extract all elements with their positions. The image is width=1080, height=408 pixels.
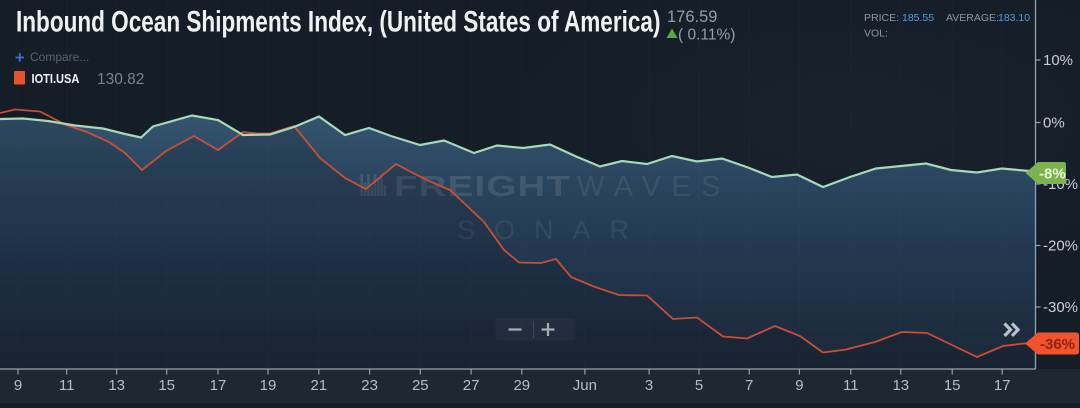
svg-text:Compare...: Compare... bbox=[30, 50, 89, 64]
svg-text:Inbound Ocean Shipments Index,: Inbound Ocean Shipments Index, (United S… bbox=[16, 5, 660, 39]
svg-text:21: 21 bbox=[310, 377, 327, 394]
svg-text:FREIGHT: FREIGHT bbox=[394, 170, 571, 202]
svg-text:PRICE:: PRICE: bbox=[864, 12, 899, 24]
svg-text:176.59: 176.59 bbox=[667, 8, 717, 26]
svg-text:Jun: Jun bbox=[573, 377, 597, 394]
svg-text:VOL:: VOL: bbox=[864, 28, 888, 40]
svg-text:-30%: -30% bbox=[1043, 299, 1078, 316]
svg-text:7: 7 bbox=[745, 377, 753, 394]
svg-text:19: 19 bbox=[260, 377, 277, 394]
svg-text:23: 23 bbox=[361, 377, 378, 394]
svg-text:17: 17 bbox=[994, 377, 1011, 394]
svg-text:11: 11 bbox=[59, 377, 75, 394]
svg-text:WAVES: WAVES bbox=[577, 171, 731, 203]
svg-text:183.10: 183.10 bbox=[998, 12, 1030, 24]
svg-text:17: 17 bbox=[210, 377, 227, 394]
svg-text:3: 3 bbox=[645, 377, 653, 394]
svg-text:13: 13 bbox=[892, 377, 909, 394]
svg-text:IOTI.USA: IOTI.USA bbox=[32, 71, 80, 86]
svg-text:9: 9 bbox=[14, 377, 22, 394]
svg-text:10%: 10% bbox=[1043, 52, 1073, 69]
svg-text:130.82: 130.82 bbox=[97, 71, 144, 88]
svg-text:SONAR: SONAR bbox=[457, 215, 648, 245]
svg-text:15: 15 bbox=[158, 377, 175, 394]
svg-text:( 0.11%): ( 0.11%) bbox=[678, 27, 735, 44]
svg-text:9: 9 bbox=[795, 377, 803, 394]
svg-text:11: 11 bbox=[843, 377, 859, 394]
svg-text:29: 29 bbox=[513, 377, 530, 394]
svg-text:13: 13 bbox=[108, 377, 125, 394]
svg-text:25: 25 bbox=[412, 377, 429, 394]
svg-text:AVERAGE:: AVERAGE: bbox=[946, 12, 999, 24]
svg-text:0%: 0% bbox=[1043, 115, 1065, 132]
svg-text:-36%: -36% bbox=[1040, 336, 1075, 353]
svg-text:15: 15 bbox=[944, 377, 961, 394]
svg-text:-8%: -8% bbox=[1039, 166, 1066, 183]
svg-text:-20%: -20% bbox=[1043, 238, 1078, 255]
svg-text:185.55: 185.55 bbox=[902, 12, 934, 24]
svg-text:5: 5 bbox=[695, 377, 703, 394]
svg-text:27: 27 bbox=[463, 377, 480, 394]
